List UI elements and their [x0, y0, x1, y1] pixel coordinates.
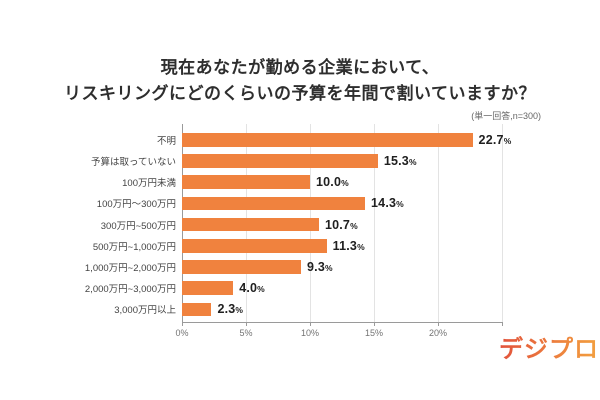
- axis-tick-10: [310, 322, 311, 326]
- gridline-15: [374, 124, 375, 322]
- value-number: 11.3: [332, 238, 358, 253]
- value-number: 9.3: [307, 259, 326, 274]
- bar: [182, 175, 310, 189]
- value-percent-sign: %: [341, 178, 349, 189]
- bar: [182, 239, 327, 253]
- bar: [182, 133, 473, 147]
- survey-note: (単一回答,n=300): [471, 111, 541, 121]
- value-label: 9.3%: [307, 260, 333, 274]
- value-label: 14.3%: [371, 196, 404, 210]
- category-label: 500万円~1,000万円: [92, 241, 176, 253]
- category-label: 予算は取っていない: [90, 156, 176, 168]
- bar: [182, 217, 319, 232]
- x-axis-label-0: 0%: [175, 328, 189, 338]
- value-percent-sign: %: [408, 156, 417, 167]
- value-label: 2.3%: [217, 302, 243, 316]
- value-number: 4.0: [239, 281, 258, 296]
- value-number: 15.3: [383, 153, 409, 168]
- value-percent-sign: %: [350, 220, 358, 231]
- axis-tick-20: [438, 322, 439, 326]
- x-axis-label-10: 10%: [300, 328, 320, 338]
- axis-tick-25: [502, 322, 503, 326]
- category-label: 3,000万円以上: [114, 305, 176, 317]
- chart-title: 現在あなたが勤める企業において、 リスキリングにどのくらいの予算を年間で割いてい…: [0, 55, 600, 107]
- category-label: 不明: [156, 135, 176, 147]
- axis-tick-15: [374, 322, 375, 326]
- category-label: 100万円未満: [122, 178, 176, 190]
- value-label: 22.7%: [479, 133, 512, 147]
- category-label: 300万円~500万円: [100, 220, 176, 232]
- axis-tick-0: [182, 322, 183, 326]
- bar: [182, 260, 302, 274]
- category-label: 2,000万円~3,000万円: [84, 284, 176, 296]
- value-number: 14.3: [371, 196, 397, 211]
- chart-title-line1: 現在あなたが勤める企業において、: [160, 58, 440, 77]
- value-percent-sign: %: [257, 284, 265, 295]
- bar: [182, 302, 212, 317]
- gridline-20: [438, 124, 439, 322]
- value-number: 10.0: [316, 175, 342, 190]
- value-percent-sign: %: [396, 199, 404, 210]
- value-number: 2.3: [217, 302, 236, 317]
- x-axis-line: [182, 322, 503, 323]
- value-number: 22.7: [478, 132, 504, 147]
- value-number: 10.7: [324, 217, 351, 232]
- bar: [182, 154, 378, 168]
- category-label: 1,000万円~2,000万円: [84, 262, 176, 274]
- value-label: 4.0%: [239, 281, 265, 295]
- category-label: 100万円～300万円: [96, 199, 176, 211]
- bar: [182, 281, 234, 295]
- bar: [182, 196, 366, 211]
- value-label: 10.0%: [316, 175, 349, 189]
- x-axis-label-15: 15%: [364, 328, 384, 338]
- axis-tick-5: [246, 322, 247, 326]
- value-label: 11.3%: [333, 239, 365, 253]
- value-percent-sign: %: [357, 241, 365, 252]
- gridline-25: [502, 124, 503, 322]
- value-label: 15.3%: [384, 154, 417, 168]
- value-percent-sign: %: [503, 135, 512, 146]
- chart-title-line2: リスキリングにどのくらいの予算を年間で割いていますか？: [64, 84, 536, 103]
- x-axis-label-20: 20%: [428, 328, 448, 338]
- value-percent-sign: %: [235, 305, 244, 316]
- dejipro-logo: デジプロ: [499, 329, 599, 364]
- value-percent-sign: %: [325, 262, 333, 273]
- x-axis-label-5: 5%: [239, 328, 253, 338]
- value-label: 10.7%: [325, 218, 358, 232]
